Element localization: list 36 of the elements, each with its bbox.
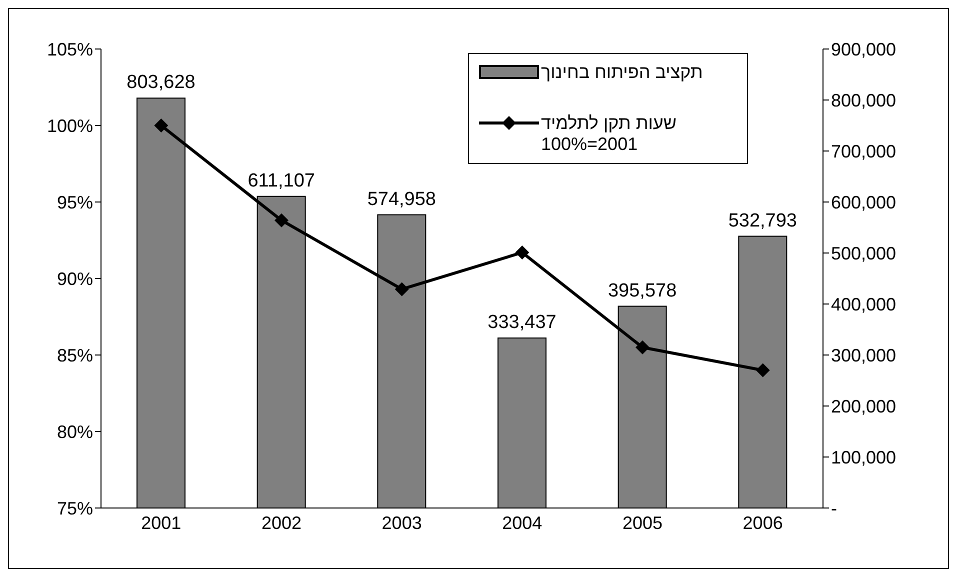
y2-tick-label: 500,000 bbox=[831, 243, 896, 264]
x-tick-label: 2001 bbox=[141, 512, 182, 533]
data-label: 611,107 bbox=[248, 170, 315, 192]
data-label: 532,793 bbox=[728, 210, 798, 232]
y-tick-label: 75% bbox=[56, 498, 93, 518]
y-tick-label: 85% bbox=[56, 345, 93, 366]
y-tick-label: 100% bbox=[46, 116, 93, 136]
y2-tick-label: 200,000 bbox=[831, 396, 896, 416]
point bbox=[515, 245, 530, 260]
point bbox=[274, 213, 288, 228]
x-tick-label: 2003 bbox=[382, 512, 422, 533]
legend-label: תקציב הפיתוח בחינוך bbox=[541, 62, 703, 83]
x-tick-label: 2006 bbox=[742, 512, 783, 533]
y-tick-label: 90% bbox=[56, 268, 93, 289]
data-label: 333,437 bbox=[488, 312, 556, 333]
point bbox=[394, 282, 409, 296]
x-tick-label: 2004 bbox=[502, 512, 542, 533]
y2-tick-label: 600,000 bbox=[831, 192, 896, 212]
y2-tick-label: - bbox=[831, 498, 837, 518]
point bbox=[756, 363, 770, 378]
y2-tick-label: 800,000 bbox=[831, 90, 896, 110]
x-tick-label: 2005 bbox=[622, 512, 663, 533]
y-tick-label: 80% bbox=[56, 422, 93, 442]
y-tick-label: 105% bbox=[46, 39, 93, 60]
y2-tick-label: 400,000 bbox=[831, 294, 896, 314]
y2-tick-label: 300,000 bbox=[831, 345, 896, 366]
point bbox=[154, 118, 168, 132]
y2-tick-label: 700,000 bbox=[831, 141, 896, 162]
y-tick-label: 95% bbox=[56, 192, 93, 212]
point bbox=[636, 340, 650, 354]
y2-tick-label: 900,000 bbox=[831, 39, 896, 60]
y2-tick-label: 100,000 bbox=[831, 447, 896, 468]
data-label: 574,958 bbox=[367, 188, 436, 210]
data-label: 803,628 bbox=[126, 72, 196, 94]
data-label: 395,578 bbox=[608, 280, 677, 302]
x-tick-label: 2002 bbox=[261, 512, 302, 533]
